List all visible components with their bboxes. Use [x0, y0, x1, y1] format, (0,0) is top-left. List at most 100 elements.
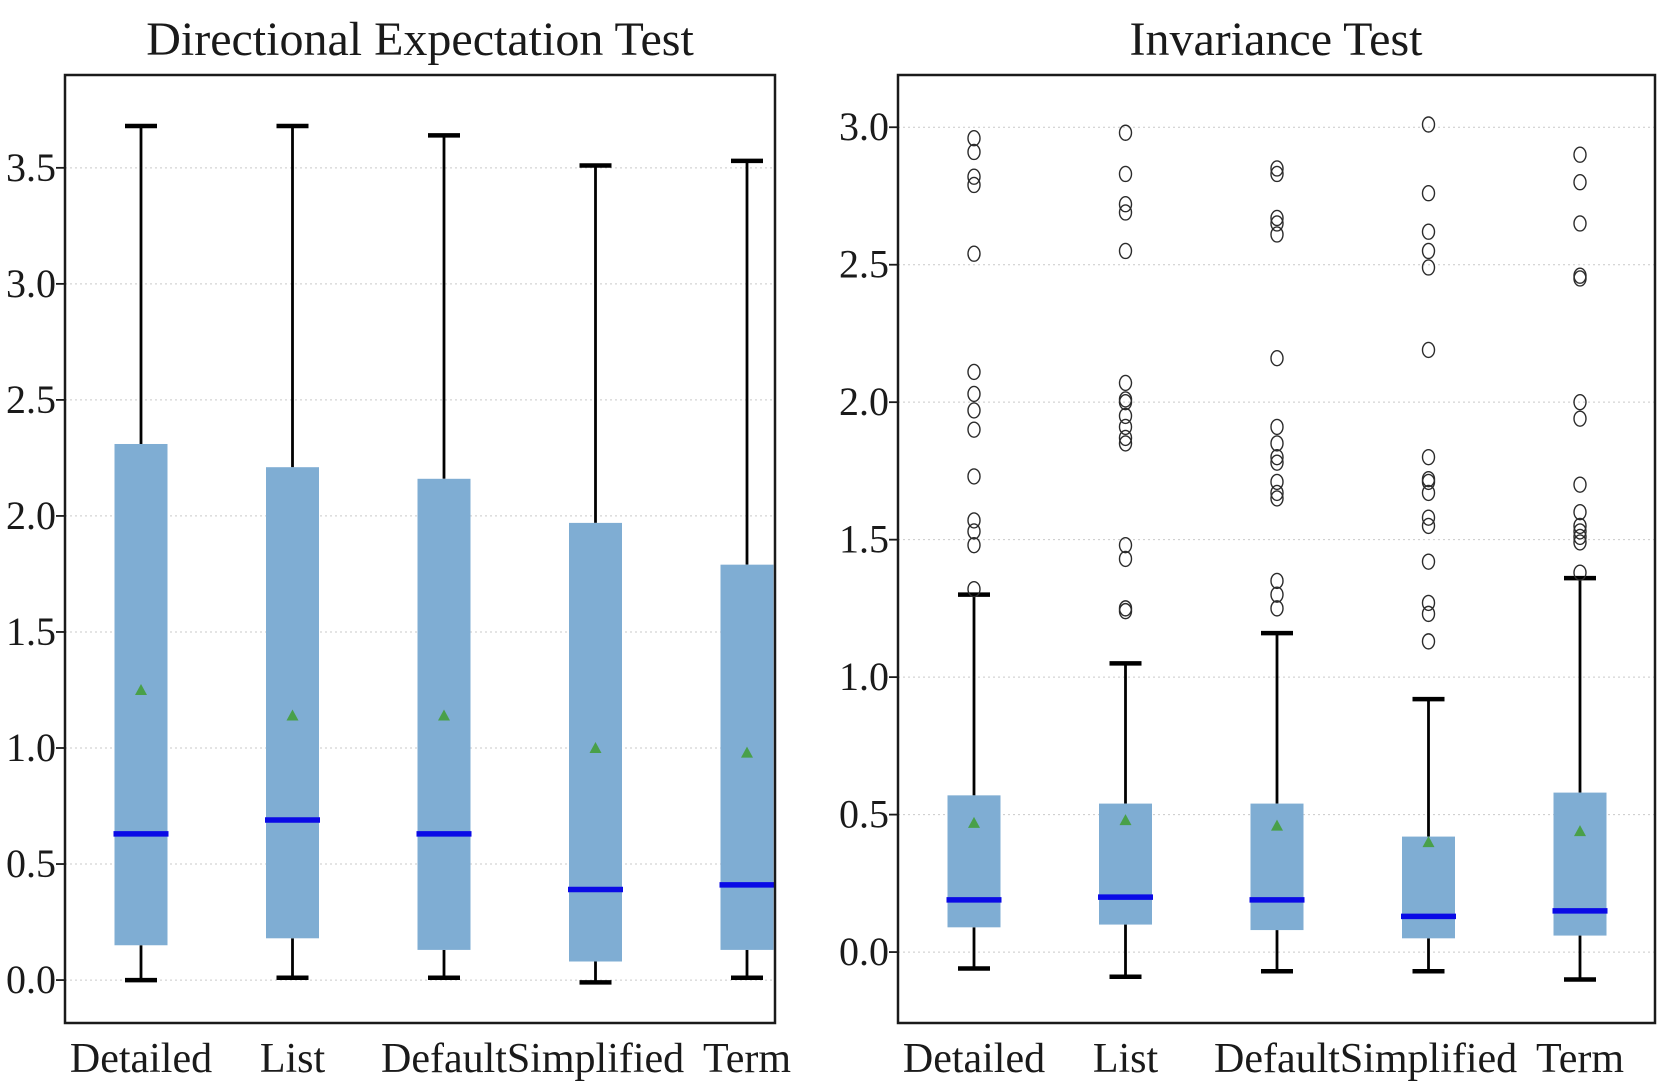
outlier-point — [967, 523, 981, 540]
y-tick-label: 3.0 — [6, 261, 56, 306]
outlier-point — [1573, 267, 1587, 284]
outlier-point — [967, 385, 981, 403]
outlier-point — [1573, 517, 1587, 535]
y-tick-label: 0.5 — [839, 792, 889, 837]
y-tick-label: 1.5 — [6, 609, 56, 654]
outlier-point — [1573, 534, 1587, 551]
outlier-point — [967, 536, 981, 554]
y-tick-label: 1.5 — [839, 517, 889, 562]
outlier-point — [1421, 633, 1436, 650]
right-panel-title: Invariance Test — [1130, 13, 1424, 66]
outlier-point — [967, 402, 981, 419]
mean-marker — [1574, 825, 1586, 837]
outlier-point — [1118, 196, 1133, 213]
plot-frame — [63, 73, 777, 1025]
y-tick-label: 2.0 — [839, 379, 889, 424]
outlier-point — [967, 143, 981, 161]
category-label-list: List — [1093, 1036, 1159, 1082]
outlier-point — [1270, 165, 1284, 183]
outlier-point — [1421, 242, 1436, 260]
y-tick-label: 0.0 — [839, 929, 889, 974]
y-tick-label: 0.5 — [6, 841, 56, 886]
outlier-point — [1421, 259, 1436, 276]
outlier-point — [1270, 226, 1284, 243]
outlier-point — [1421, 470, 1436, 488]
outlier-point — [1270, 586, 1284, 603]
category-label-detailed: Detailed — [903, 1036, 1045, 1082]
mean-marker — [135, 683, 147, 695]
outlier-point — [967, 176, 981, 194]
outlier-point — [967, 363, 981, 381]
outlier-point — [1270, 418, 1284, 436]
outlier-point — [1118, 536, 1133, 554]
outlier-point — [1270, 572, 1284, 590]
category-label-term: Term — [1536, 1036, 1624, 1082]
outlier-point — [967, 468, 981, 485]
outlier-point — [1270, 484, 1284, 502]
outlier-point — [967, 130, 981, 147]
mean-marker — [1422, 836, 1435, 848]
outlier-point — [1573, 410, 1587, 427]
left-panel-title: Directional Expectation Test — [146, 13, 694, 66]
y-tick-label: 1.0 — [6, 725, 56, 770]
outlier-point — [1421, 341, 1436, 359]
outlier-point — [1118, 407, 1133, 425]
outlier-point — [1573, 215, 1587, 232]
outlier-point — [1573, 564, 1587, 581]
outlier-point — [967, 421, 981, 438]
mean-marker — [1119, 814, 1132, 826]
iqr-box-detailed — [947, 795, 1001, 928]
iqr-box-simplified — [1402, 836, 1455, 939]
outlier-point — [1270, 160, 1284, 177]
outlier-point — [1270, 600, 1284, 617]
plot-frame — [896, 73, 1657, 1025]
y-tick-label: 1.0 — [839, 654, 889, 699]
outlier-point — [1573, 503, 1587, 521]
mean-marker — [968, 816, 980, 828]
outlier-point — [1270, 215, 1284, 232]
outlier-point — [1421, 448, 1436, 466]
outlier-point — [967, 168, 981, 185]
outlier-point — [967, 580, 981, 598]
outlier-point — [1573, 523, 1587, 540]
y-tick-label: 3.5 — [6, 145, 56, 190]
outlier-point — [967, 245, 981, 262]
y-tick-label: 2.5 — [839, 242, 889, 287]
outlier-point — [1118, 429, 1133, 447]
category-label-simplified: Simplified — [1340, 1036, 1517, 1082]
mean-marker — [286, 709, 299, 721]
outlier-point — [1118, 435, 1133, 452]
outlier-point — [1421, 116, 1436, 133]
category-label-default: Default — [1214, 1036, 1340, 1082]
directional-expectation-panel: 0.0 0.5 1.0 1.5 2.0 2.5 3.0 3.5 Detailed List Defa… — [6, 73, 791, 1082]
y-tick-label: 0.0 — [6, 957, 56, 1002]
outlier-point — [1118, 242, 1133, 260]
outlier-point — [1270, 435, 1284, 452]
outlier-point — [1118, 124, 1133, 141]
outlier-point — [1421, 517, 1436, 535]
outlier-point — [1118, 418, 1133, 436]
outlier-point — [1421, 484, 1436, 502]
outlier-point — [1421, 594, 1436, 612]
outlier-point — [1573, 528, 1587, 546]
y-tick-label: 2.5 — [6, 377, 56, 422]
outlier-point — [1270, 454, 1284, 471]
category-label-list: List — [260, 1036, 326, 1082]
outlier-point — [1118, 204, 1133, 221]
outlier-point — [1270, 473, 1284, 491]
mean-marker — [438, 709, 450, 721]
category-label-simplified: Simplified — [507, 1036, 684, 1082]
outlier-point — [1573, 174, 1587, 191]
iqr-box-term — [1553, 792, 1607, 936]
outlier-point — [1270, 490, 1284, 507]
y-tick-label: 2.0 — [6, 493, 56, 538]
mean-marker — [741, 746, 753, 758]
outlier-point — [1118, 550, 1133, 568]
outlier-point — [1118, 391, 1133, 408]
outlier-point — [1270, 349, 1284, 367]
outlier-point — [1118, 374, 1133, 392]
outlier-point — [1421, 185, 1436, 202]
outlier-point — [1421, 553, 1436, 570]
